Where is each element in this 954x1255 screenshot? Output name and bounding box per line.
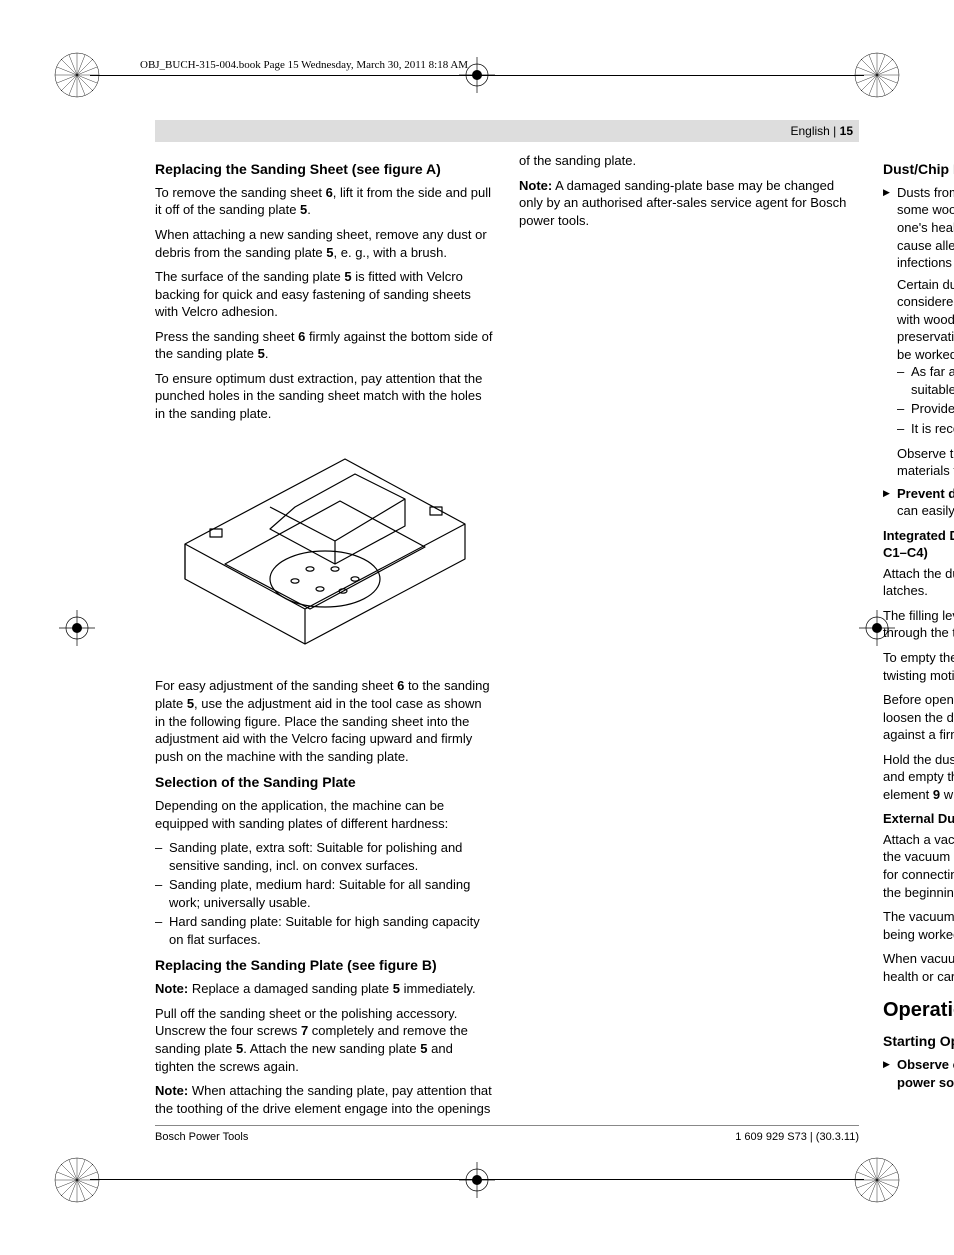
- warning-list: Dusts from materials such as lead-contai…: [883, 184, 954, 520]
- body-text: To remove the sanding sheet 6, lift it f…: [155, 184, 495, 219]
- plate-list: Sanding plate, extra soft: Suitable for …: [155, 839, 495, 948]
- list-item: Dusts from materials such as lead-contai…: [897, 184, 954, 480]
- footer-right: 1 609 929 S73 | (30.3.11): [735, 1130, 859, 1145]
- body-text: When attaching a new sanding sheet, remo…: [155, 226, 495, 261]
- heading-starting-operation: Starting Operation: [883, 1032, 954, 1051]
- body-text: Dusts from materials such as lead-contai…: [897, 184, 954, 272]
- body-text: Depending on the application, the machin…: [155, 797, 495, 832]
- crop-mark-icon: [50, 1153, 104, 1207]
- heading-replace-sheet: Replacing the Sanding Sheet (see figure …: [155, 160, 495, 179]
- language-label: English: [790, 124, 829, 138]
- body-text: Certain dusts, such as oak or beech dust…: [897, 276, 954, 364]
- sander-diagram: [155, 429, 495, 669]
- body-text: Pull off the sanding sheet or the polish…: [155, 1005, 495, 1075]
- registration-mark-icon: [59, 610, 95, 646]
- body-text: Attach the dust box 3 onto the extractio…: [883, 565, 954, 600]
- header-rule: [90, 75, 864, 76]
- body-text: The vacuum cleaner must be suitable for …: [883, 908, 954, 943]
- heading-selection-plate: Selection of the Sanding Plate: [155, 773, 495, 792]
- footer-left: Bosch Power Tools: [155, 1130, 248, 1145]
- list-item: As far as possible, use a dust extractio…: [911, 363, 954, 398]
- body-text: Note: A damaged sanding-plate base may b…: [519, 177, 859, 230]
- body-text: Before opening the dust box 3, it is rec…: [883, 691, 954, 744]
- list-item: Prevent dust accumulation at the workpla…: [897, 485, 954, 520]
- body-text: When vacuuming dry dust that is especial…: [883, 950, 954, 985]
- body-text: Note: Replace a damaged sanding plate 5 …: [155, 980, 495, 998]
- list-item: Sanding plate, extra soft: Suitable for …: [169, 839, 495, 874]
- heading-external-extraction: External Dust Extraction (see figure D): [883, 810, 954, 828]
- footer-rule: [90, 1179, 864, 1180]
- heading-dust-extraction: Dust/Chip Extraction: [883, 160, 954, 179]
- body-text: To empty the dust box 3, pull it off dow…: [883, 649, 954, 684]
- content-area: Replacing the Sanding Sheet (see figure …: [155, 152, 859, 1125]
- body-text: The filling level of the dust box 3 can …: [883, 607, 954, 642]
- list-item: It is recommended to wear a P2 filter-cl…: [911, 420, 954, 438]
- body-text: For easy adjustment of the sanding sheet…: [155, 677, 495, 765]
- crop-mark-icon: [850, 1153, 904, 1207]
- body-text: The surface of the sanding plate 5 is fi…: [155, 268, 495, 321]
- list-item: Hard sanding plate: Suitable for high sa…: [169, 913, 495, 948]
- heading-replace-plate: Replacing the Sanding Plate (see figure …: [155, 956, 495, 975]
- page-footer: Bosch Power Tools 1 609 929 S73 | (30.3.…: [155, 1125, 859, 1145]
- book-header-info: OBJ_BUCH-315-004.book Page 15 Wednesday,…: [140, 58, 468, 73]
- body-text: Press the sanding sheet 6 firmly against…: [155, 328, 495, 363]
- registration-mark-icon: [459, 1162, 495, 1198]
- body-text: Observe the relevant regulations in your…: [897, 445, 954, 480]
- heading-integrated-extraction: Integrated Dust Extraction with Dust Box…: [883, 527, 954, 562]
- body-text: To ensure optimum dust extraction, pay a…: [155, 370, 495, 423]
- heading-operation: Operation: [883, 997, 954, 1024]
- list-item: Sanding plate, medium hard: Suitable for…: [169, 876, 495, 911]
- list-item: Provide for good ventilation of the work…: [911, 400, 954, 418]
- body-text: Attach a vacuum hose 10 onto the outlet …: [883, 831, 954, 901]
- header-separator: |: [830, 124, 840, 138]
- body-text: Hold the dust box 3 firmly, fold the fil…: [883, 751, 954, 804]
- page-number: 15: [840, 124, 853, 138]
- sub-list: As far as possible, use a dust extractio…: [897, 363, 954, 437]
- page-header: English | 15: [155, 120, 859, 142]
